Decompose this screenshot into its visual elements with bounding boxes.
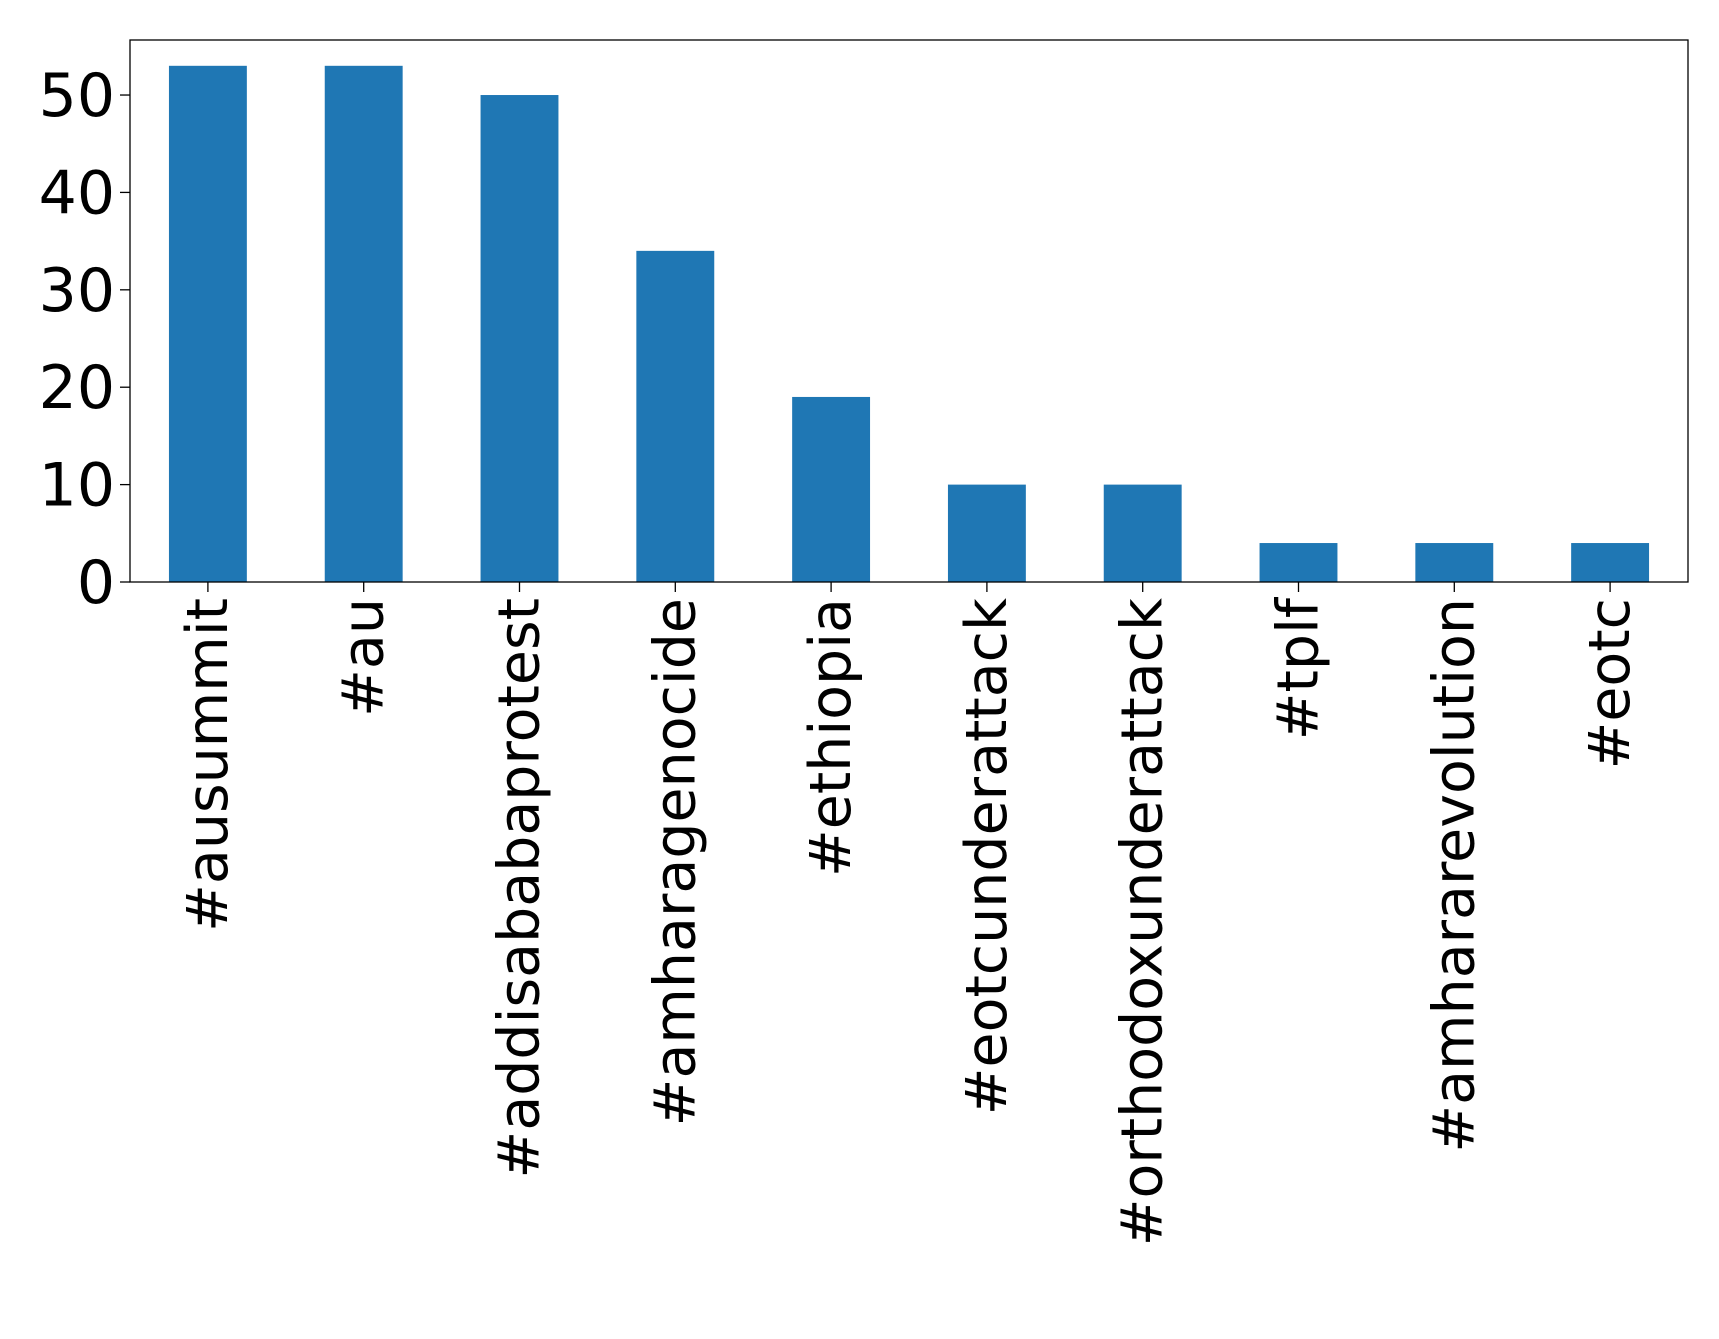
y-tick-label: 50	[39, 61, 115, 131]
x-tick-label: #amharagenocide	[642, 598, 708, 1126]
y-tick-label: 0	[77, 548, 115, 618]
x-tick-label: #eotc	[1577, 598, 1643, 769]
x-tick-label: #amhararevolution	[1421, 598, 1487, 1153]
bar-orthodoxunderattack	[1103, 484, 1182, 582]
x-tick-labels-layer: #ausummit #au #addisababaprotest #amharagen…	[175, 582, 1643, 1246]
x-tick-label: #ethiopia	[798, 598, 864, 877]
y-ticks-layer: 0 10 20 30 40 50	[39, 61, 130, 618]
y-tick-label: 40	[39, 158, 115, 228]
bar-au	[324, 65, 403, 582]
bar-ausummit	[168, 65, 247, 582]
x-tick-label: #eotcunderattack	[954, 598, 1020, 1115]
x-tick-label: #tplf	[1266, 596, 1332, 740]
x-tick-label: #ausummit	[175, 598, 241, 932]
plot-frame	[129, 39, 1689, 583]
bars-layer	[168, 65, 1650, 583]
bar-eotc	[1571, 543, 1650, 582]
x-tick-label: #addisababaprotest	[487, 598, 553, 1178]
bar-ethiopia	[792, 396, 871, 582]
bar-amharagenocide	[636, 250, 715, 583]
bar-amhararevolution	[1415, 543, 1494, 582]
x-tick-label: #au	[331, 598, 397, 717]
x-tick-label: #orthodoxunderattack	[1110, 598, 1176, 1246]
bar-addisababaprotest	[480, 95, 559, 582]
y-tick-label: 20	[39, 353, 115, 423]
y-tick-label: 30	[39, 256, 115, 326]
bar-eotcunderattack	[947, 484, 1026, 582]
bar-tplf	[1259, 543, 1338, 582]
y-tick-label: 10	[39, 451, 115, 521]
